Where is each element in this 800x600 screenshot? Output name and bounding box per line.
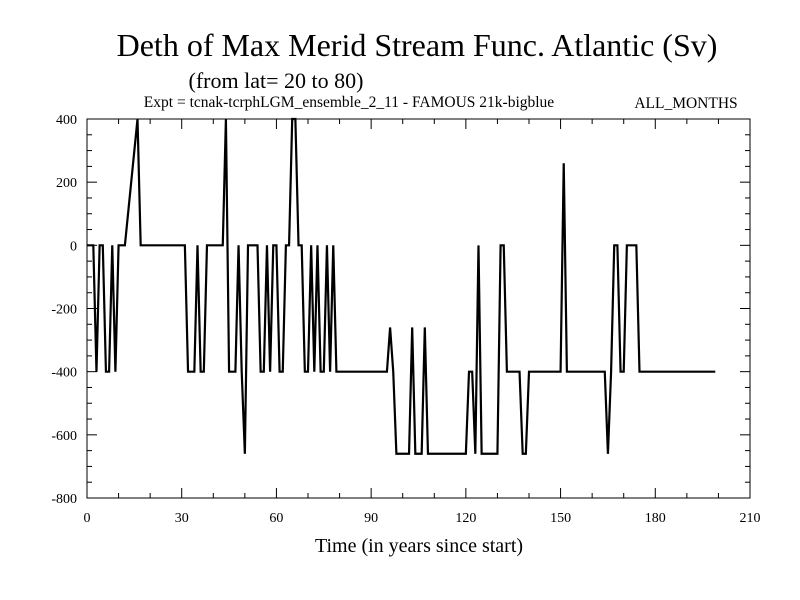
data-line <box>87 117 716 455</box>
x-tick-label: 210 <box>740 511 761 526</box>
y-tick-label: 200 <box>56 176 77 191</box>
expt-label: Expt = tcnak-tcrphLGM_ensemble_2_11 - FA… <box>144 94 555 111</box>
y-tick-label: -400 <box>51 366 77 381</box>
chart-title: Deth of Max Merid Stream Func. Atlantic … <box>117 27 718 63</box>
x-tick-label: 120 <box>455 511 476 526</box>
x-tick-label: 150 <box>550 511 571 526</box>
y-tick-label: -200 <box>51 303 77 318</box>
y-tick-label: 0 <box>70 239 77 254</box>
x-axis-label: Time (in years since start) <box>315 535 523 557</box>
x-tick-label: 90 <box>364 511 378 526</box>
plot-area <box>87 117 716 455</box>
y-tick-label: -600 <box>51 429 77 444</box>
chart-subtitle: (from lat= 20 to 80) <box>189 68 364 93</box>
y-tick-label: 400 <box>56 113 77 128</box>
months-label: ALL_MONTHS <box>634 95 737 112</box>
y-tick-label: -800 <box>51 492 77 507</box>
x-tick-label: 60 <box>269 511 283 526</box>
x-tick-label: 180 <box>645 511 666 526</box>
x-tick-label: 30 <box>175 511 189 526</box>
x-tick-label: 0 <box>84 511 91 526</box>
